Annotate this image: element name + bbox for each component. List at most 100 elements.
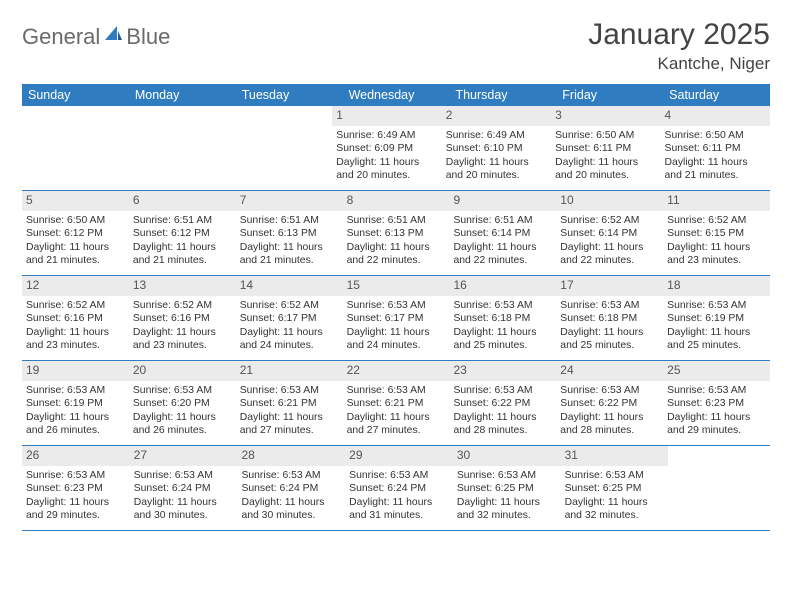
day-cell: 16 Sunrise: 6:53 AMSunset: 6:18 PMDayligh… (449, 276, 556, 360)
day-number: 11 (663, 191, 770, 211)
day-cell: 24Sunrise: 6:53 AMSunset: 6:22 PMDayligh… (556, 361, 663, 445)
day-cell: 19 Sunrise: 6:53 AMSunset: 6:19 PMDayligh… (22, 361, 129, 445)
weekday-cell: Monday (129, 84, 236, 106)
day-detail: Sunrise: 6:50 AMSunset: 6:12 PMDaylight:… (25, 214, 126, 268)
day-detail: Sunrise: 6:49 AMSunset: 6:10 PMDaylight:… (445, 129, 548, 183)
day-number: 13 (129, 276, 236, 296)
day-detail: Sunrise: 6:52 AMSunset: 6:15 PMDaylight:… (666, 214, 767, 268)
week-row: 19 Sunrise: 6:53 AMSunset: 6:19 PMDayligh… (22, 361, 770, 446)
day-detail: Sunrise: 6:51 AMSunset: 6:12 PMDaylight:… (132, 214, 233, 268)
logo-word1: General (22, 24, 100, 50)
day-number: 28 (237, 446, 345, 466)
week-row: 12Sunrise: 6:52 AMSunset: 6:16 PMDayligh… (22, 276, 770, 361)
empty-day-cell (125, 106, 228, 190)
day-detail: Sunrise: 6:53 AMSunset: 6:18 PMDaylight:… (559, 299, 660, 353)
day-cell: 1 Sunrise: 6:49 AMSunset: 6:09 PMDaylight… (332, 106, 441, 190)
day-number: 8 (343, 191, 450, 211)
day-number: 15 (343, 276, 450, 296)
day-detail: Sunrise: 6:53 AMSunset: 6:20 PMDaylight:… (132, 384, 233, 438)
day-detail: Sunrise: 6:53 AMSunset: 6:24 PMDaylight:… (240, 469, 342, 523)
day-detail: Sunrise: 6:53 AMSunset: 6:18 PMDaylight:… (452, 299, 553, 353)
day-detail: Sunrise: 6:52 AMSunset: 6:17 PMDaylight:… (239, 299, 340, 353)
day-cell: 31 Sunrise: 6:53 AMSunset: 6:25 PMDayligh… (561, 446, 669, 530)
day-number: 3 (551, 106, 660, 126)
weekday-cell: Tuesday (236, 84, 343, 106)
day-cell: 13 Sunrise: 6:52 AMSunset: 6:16 PMDayligh… (129, 276, 236, 360)
day-cell: 3 Sunrise: 6:50 AMSunset: 6:11 PMDaylight… (551, 106, 660, 190)
day-detail: Sunrise: 6:51 AMSunset: 6:14 PMDaylight:… (452, 214, 553, 268)
sail-icon (103, 24, 123, 47)
day-cell: 28 Sunrise: 6:53 AMSunset: 6:24 PMDayligh… (237, 446, 345, 530)
week-row: 5 Sunrise: 6:50 AMSunset: 6:12 PMDaylight… (22, 191, 770, 276)
day-number: 29 (345, 446, 453, 466)
day-cell: 10 Sunrise: 6:52 AMSunset: 6:14 PMDayligh… (556, 191, 663, 275)
calendar-weeks: 1 Sunrise: 6:49 AMSunset: 6:09 PMDaylight… (22, 106, 770, 531)
day-detail: Sunrise: 6:53 AMSunset: 6:23 PMDaylight:… (25, 469, 127, 523)
day-cell: 25Sunrise: 6:53 AMSunset: 6:23 PMDayligh… (663, 361, 770, 445)
location: Kantche, Niger (588, 54, 770, 74)
day-number: 22 (343, 361, 450, 381)
day-number: 23 (449, 361, 556, 381)
day-detail: Sunrise: 6:50 AMSunset: 6:11 PMDaylight:… (554, 129, 657, 183)
day-cell: 2 Sunrise: 6:49 AMSunset: 6:10 PMDaylight… (442, 106, 551, 190)
day-cell: 15 Sunrise: 6:53 AMSunset: 6:17 PMDayligh… (343, 276, 450, 360)
logo: General Blue (22, 18, 170, 50)
day-cell: 7Sunrise: 6:51 AMSunset: 6:13 PMDaylight… (236, 191, 343, 275)
day-number: 1 (332, 106, 441, 126)
day-number: 19 (22, 361, 129, 381)
day-number: 27 (130, 446, 238, 466)
day-number: 17 (556, 276, 663, 296)
day-detail: Sunrise: 6:49 AMSunset: 6:09 PMDaylight:… (335, 129, 438, 183)
day-number: 12 (22, 276, 129, 296)
day-detail: Sunrise: 6:53 AMSunset: 6:23 PMDaylight:… (666, 384, 767, 438)
day-detail: Sunrise: 6:51 AMSunset: 6:13 PMDaylight:… (239, 214, 340, 268)
day-cell: 23 Sunrise: 6:53 AMSunset: 6:22 PMDayligh… (449, 361, 556, 445)
day-cell: 8Sunrise: 6:51 AMSunset: 6:13 PMDaylight… (343, 191, 450, 275)
day-cell: 6Sunrise: 6:51 AMSunset: 6:12 PMDaylight… (129, 191, 236, 275)
day-number: 5 (22, 191, 129, 211)
day-detail: Sunrise: 6:53 AMSunset: 6:19 PMDaylight:… (25, 384, 126, 438)
day-detail: Sunrise: 6:53 AMSunset: 6:24 PMDaylight:… (133, 469, 235, 523)
day-cell: 22Sunrise: 6:53 AMSunset: 6:21 PMDayligh… (343, 361, 450, 445)
week-row: 26 Sunrise: 6:53 AMSunset: 6:23 PMDayligh… (22, 446, 770, 531)
day-cell: 11 Sunrise: 6:52 AMSunset: 6:15 PMDayligh… (663, 191, 770, 275)
title-block: January 2025 Kantche, Niger (588, 18, 770, 74)
day-detail: Sunrise: 6:53 AMSunset: 6:25 PMDaylight:… (564, 469, 666, 523)
day-number: 14 (236, 276, 343, 296)
weekday-cell: Sunday (22, 84, 129, 106)
day-number: 31 (561, 446, 669, 466)
day-cell: 9 Sunrise: 6:51 AMSunset: 6:14 PMDaylight… (449, 191, 556, 275)
day-number: 4 (661, 106, 770, 126)
day-detail: Sunrise: 6:53 AMSunset: 6:17 PMDaylight:… (346, 299, 447, 353)
day-number: 26 (22, 446, 130, 466)
day-cell: 26 Sunrise: 6:53 AMSunset: 6:23 PMDayligh… (22, 446, 130, 530)
day-number: 30 (453, 446, 561, 466)
day-detail: Sunrise: 6:53 AMSunset: 6:21 PMDaylight:… (239, 384, 340, 438)
day-detail: Sunrise: 6:52 AMSunset: 6:14 PMDaylight:… (559, 214, 660, 268)
weekday-cell: Friday (556, 84, 663, 106)
weekday-header-row: SundayMondayTuesdayWednesdayThursdayFrid… (22, 84, 770, 106)
empty-day-cell (668, 446, 770, 530)
day-number: 21 (236, 361, 343, 381)
day-cell: 18Sunrise: 6:53 AMSunset: 6:19 PMDayligh… (663, 276, 770, 360)
day-detail: Sunrise: 6:52 AMSunset: 6:16 PMDaylight:… (25, 299, 126, 353)
day-cell: 5 Sunrise: 6:50 AMSunset: 6:12 PMDaylight… (22, 191, 129, 275)
day-cell: 17 Sunrise: 6:53 AMSunset: 6:18 PMDayligh… (556, 276, 663, 360)
day-cell: 27 Sunrise: 6:53 AMSunset: 6:24 PMDayligh… (130, 446, 238, 530)
day-number: 2 (442, 106, 551, 126)
day-number: 10 (556, 191, 663, 211)
day-detail: Sunrise: 6:50 AMSunset: 6:11 PMDaylight:… (664, 129, 767, 183)
day-number: 16 (449, 276, 556, 296)
day-detail: Sunrise: 6:53 AMSunset: 6:22 PMDaylight:… (452, 384, 553, 438)
empty-day-cell (229, 106, 332, 190)
day-cell: 30Sunrise: 6:53 AMSunset: 6:25 PMDayligh… (453, 446, 561, 530)
day-cell: 29 Sunrise: 6:53 AMSunset: 6:24 PMDayligh… (345, 446, 453, 530)
week-row: 1 Sunrise: 6:49 AMSunset: 6:09 PMDaylight… (22, 106, 770, 191)
day-detail: Sunrise: 6:52 AMSunset: 6:16 PMDaylight:… (132, 299, 233, 353)
day-detail: Sunrise: 6:53 AMSunset: 6:24 PMDaylight:… (348, 469, 450, 523)
day-cell: 21 Sunrise: 6:53 AMSunset: 6:21 PMDayligh… (236, 361, 343, 445)
day-number: 24 (556, 361, 663, 381)
weekday-cell: Thursday (449, 84, 556, 106)
day-cell: 20Sunrise: 6:53 AMSunset: 6:20 PMDayligh… (129, 361, 236, 445)
day-number: 9 (449, 191, 556, 211)
